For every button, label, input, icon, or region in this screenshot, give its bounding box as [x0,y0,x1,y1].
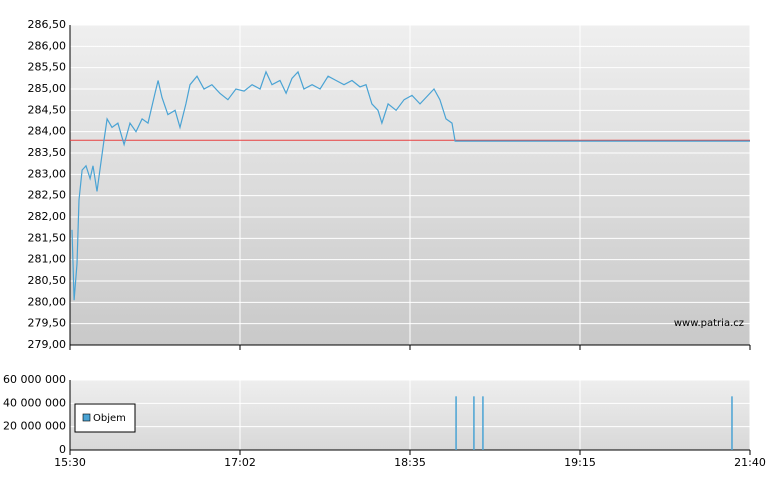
x-tick-label: 19:15 [564,456,596,469]
y-tick-label: 281,50 [28,231,67,244]
y-tick-label: 280,00 [28,295,67,308]
y-tick-label: 284,50 [28,103,67,116]
y-tick-label: 283,00 [28,167,67,180]
price-line [71,70,750,301]
y-tick-label: 285,00 [28,82,67,95]
y-tick-label: 286,50 [28,18,67,31]
legend-label: Objem [93,413,126,424]
y-tick-label: 285,50 [28,61,67,74]
y-tick-label: 282,00 [28,210,67,223]
y-tick-label: 283,50 [28,146,67,159]
watermark: www.patria.cz [674,318,744,329]
volume-bar [473,396,475,450]
x-tick-label: 18:35 [394,456,426,469]
legend-swatch [82,413,91,422]
y-tick-label: 40 000 000 [3,396,66,409]
y-tick-label: 20 000 000 [3,420,66,433]
y-tick-label: 281,00 [28,253,67,266]
x-tick-label: 15:30 [54,456,86,469]
volume-bar [482,396,484,450]
y-tick-label: 279,50 [28,317,67,330]
y-tick-label: 279,00 [28,338,67,351]
volume-bar [455,396,457,450]
y-tick-label: 282,50 [28,189,67,202]
y-tick-label: 60 000 000 [3,373,66,386]
volume-bar [731,396,733,450]
y-tick-label: 286,00 [28,39,67,52]
y-tick-label: 0 [59,443,66,456]
x-tick-label: 21:40 [734,456,766,469]
x-tick-label: 17:02 [224,456,256,469]
y-tick-label: 284,00 [28,125,67,138]
y-tick-label: 280,50 [28,274,67,287]
